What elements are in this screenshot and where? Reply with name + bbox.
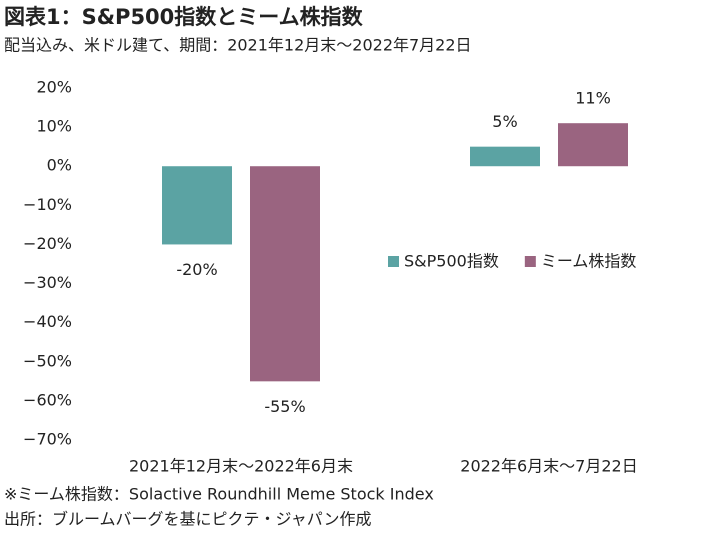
bar xyxy=(162,166,232,245)
y-tick-label: −40% xyxy=(23,312,72,331)
legend-swatch xyxy=(524,256,536,267)
y-tick-label: 0% xyxy=(47,156,72,175)
footnote: 出所：ブルームバーグを基にピクテ・ジャパン作成 xyxy=(4,510,372,529)
chart-subtitle: 配当込み、米ドル建て、期間：2021年12月末～2022年7月22日 xyxy=(4,36,472,55)
data-label: -20% xyxy=(176,260,217,279)
bar xyxy=(250,166,320,382)
footnote: ※ミーム株指数：Solactive Roundhill Meme Stock I… xyxy=(4,485,434,504)
x-tick-label: 2021年12月末～2022年6月末 xyxy=(129,457,353,476)
x-tick-label: 2022年6月末～7月22日 xyxy=(460,457,637,476)
y-tick-label: 10% xyxy=(36,117,72,136)
data-label: -55% xyxy=(264,397,305,416)
data-label: 5% xyxy=(492,112,517,131)
legend-swatch xyxy=(388,256,399,267)
y-tick-label: −20% xyxy=(23,234,72,253)
y-tick-label: −30% xyxy=(23,273,72,292)
y-tick-label: −50% xyxy=(23,351,72,370)
chart-title: 図表1：S&P500指数とミーム株指数 xyxy=(4,5,364,29)
legend-label: ミーム株指数 xyxy=(541,252,637,271)
data-label: 11% xyxy=(575,89,611,108)
bar xyxy=(470,146,540,167)
bar xyxy=(558,123,628,167)
legend-label: S&P500指数 xyxy=(404,252,499,271)
y-tick-label: 20% xyxy=(36,78,72,97)
y-tick-label: −70% xyxy=(23,430,72,449)
y-tick-label: −10% xyxy=(23,195,72,214)
y-tick-label: −60% xyxy=(23,390,72,409)
